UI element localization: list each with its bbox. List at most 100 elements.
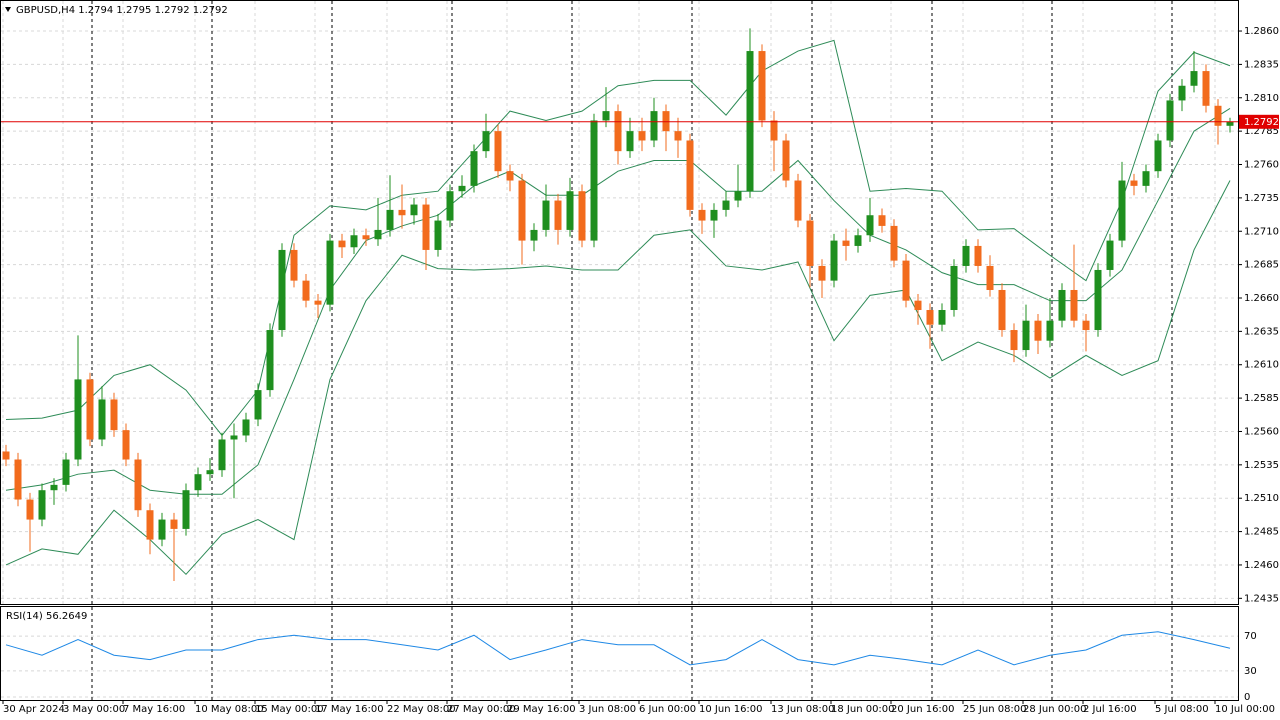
y-tick-label: 1.2685 [1244,260,1279,271]
candle-body [386,209,394,230]
current-price-tag [1239,114,1279,129]
y-tick-label: 1.2760 [1244,160,1279,171]
candle-body [158,519,166,540]
x-tick-label: 10 Jul 00:00 [1215,704,1275,715]
candle-body [806,220,814,266]
candle-body [470,151,478,186]
candle-body [290,249,298,281]
y-tick-label: 1.2585 [1244,393,1279,404]
candle-body [698,209,706,221]
candle-body [110,399,118,431]
candle-body [602,111,610,121]
candle-body [218,439,226,471]
candle-body [146,510,154,540]
candle-body [1118,180,1126,241]
main-panel [0,0,1239,605]
candle-body [446,191,454,221]
candle-body [962,245,970,266]
menu-arrow [5,7,11,12]
x-tick-label: 5 Jul 08:00 [1155,704,1209,715]
x-tick-label: 10 Jun 16:00 [699,704,763,715]
rsi-panel [0,606,1239,701]
candle-body [194,474,202,491]
candle-body [626,131,634,152]
candle-body [86,379,94,440]
x-tick-label: 2 Jul 16:00 [1083,704,1137,715]
candle-body [1166,100,1174,141]
candle-body [830,240,838,281]
y-tick-label: 1.2435 [1244,593,1279,604]
x-tick-label: 13 Jun 08:00 [771,704,835,715]
candle-body [734,191,742,201]
candle-body [170,519,178,529]
candle-body [398,209,406,216]
y-tick-label: 1.2810 [1244,93,1279,104]
candle-body [1190,71,1198,86]
candle-body [1226,121,1234,126]
grid-layer [1,1,1238,698]
candle-body [662,111,670,132]
candle-body [746,51,754,192]
candle-body [410,204,418,216]
candle-body [842,240,850,246]
candle-body [1082,320,1090,331]
candle-body [62,459,70,485]
candle-body [302,280,310,301]
candle-body [686,140,694,210]
candle-body [542,200,550,230]
candle-body [1130,180,1138,186]
candle-body [866,215,874,236]
x-tick-label: 29 May 16:00 [507,704,576,715]
bollinger-lower [5,180,1231,576]
candle-body [314,300,322,305]
candle-body [1178,85,1186,101]
candle-body [590,120,598,241]
y-tick-label: 1.2535 [1244,460,1279,471]
candle-body [266,330,274,391]
candle-body [458,185,466,192]
candle-body [1010,330,1018,351]
candle-body [950,265,958,311]
candle-body [278,249,286,331]
x-tick-label: 10 May 08:00 [195,704,264,715]
candle-body [74,379,82,460]
rsi-tick-label: 30 [1244,666,1257,677]
candle-body [758,51,766,121]
candle-body [722,200,730,210]
x-tick-label: 17 May 16:00 [315,704,384,715]
candle-body [1106,240,1114,270]
y-tick-label: 1.2560 [1244,426,1279,437]
candle-body [1214,105,1222,126]
candle-body [362,235,370,240]
candle-body [794,180,802,221]
candle-body [938,310,946,325]
candle-body [914,300,922,311]
x-tick-label: 7 May 16:00 [123,704,185,715]
x-tick-label: 30 Apr 2024 [3,704,65,715]
candle-body [710,209,718,221]
candle-body [890,225,898,261]
candle-body [782,140,790,181]
x-tick-label: 6 Jun 00:00 [639,704,696,715]
x-tick-label: 3 Jun 08:00 [579,704,636,715]
bollinger-middle [5,108,1231,495]
candle-body [1070,289,1078,321]
candle-body [578,191,586,241]
candle-body [854,235,862,246]
rsi-line [5,631,1231,666]
candle-body [650,111,658,141]
candle-body [326,240,334,305]
candle-body [1202,71,1210,106]
candle-body [926,310,934,325]
x-tick-label: 20 Jun 16:00 [891,704,955,715]
candle-body [98,399,106,440]
candle-body [902,260,910,301]
candle-body [14,459,22,500]
candle-body [1058,289,1066,321]
x-tick-label: 18 Jun 00:00 [831,704,895,715]
candle-body [2,451,10,460]
candle-body [818,265,826,281]
period-separators [91,1,1173,700]
candle-body [206,470,214,475]
rsi-label: RSI(14) 56.2649 [6,611,87,622]
